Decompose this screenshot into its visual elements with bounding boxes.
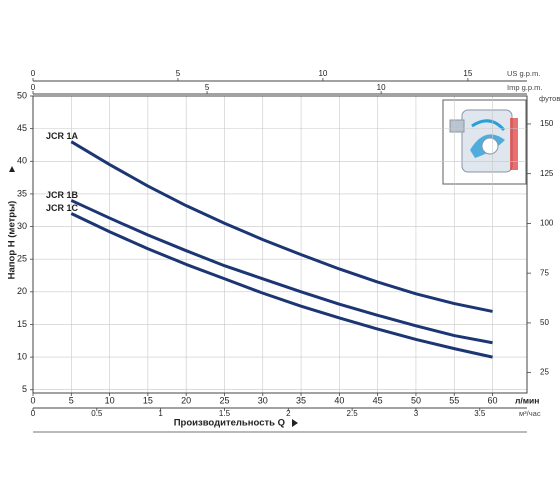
x-tick-label: 45 [373,395,383,405]
x-tick-label: 40 [334,395,344,405]
y2-tick-label: 125 [540,169,554,178]
curve [70,212,493,359]
x-tick-label: 60 [488,395,498,405]
arrow [292,419,298,427]
x-tick-label: 10 [105,395,115,405]
y-tick-label: 20 [17,286,27,296]
secondary-x-tick-label: 5 [176,69,181,78]
y-tick-label: 10 [17,351,27,361]
y2-tick-label: 100 [540,219,554,228]
secondary-x-tick-label: 3 [414,409,419,418]
y2-unit: футов [539,94,560,103]
y-tick-label: 35 [17,188,27,198]
secondary-x-tick-label: 10 [318,69,327,78]
series-label: JCR 1C [46,203,79,213]
y-tick-label: 30 [17,221,27,231]
y2-tick-label: 25 [540,368,549,377]
x-tick-label: 35 [296,395,306,405]
x-tick-label: 20 [181,395,191,405]
secondary-x-tick-label: 2.5 [347,409,359,418]
curve [70,140,493,313]
y-tick-label: 25 [17,254,27,264]
arrow [9,166,15,172]
pump-illustration [442,99,527,185]
x-unit: л/мин [515,395,539,405]
secondary-x-unit: м³/час [519,409,541,418]
secondary-x-tick-label: 0.5 [91,409,103,418]
y-tick-label: 5 [22,384,27,394]
secondary-x-unit: US g.p.m. [507,69,540,78]
secondary-x-tick-label: 0 [31,69,36,78]
x-tick-label: 25 [219,395,229,405]
series-label: JCR 1B [46,190,79,200]
secondary-x-tick-label: 15 [463,69,472,78]
x-tick-label: 0 [30,395,35,405]
series-label: JCR 1A [46,131,79,141]
x-tick-label: 50 [411,395,421,405]
y2-tick-label: 50 [540,318,549,327]
y-tick-label: 50 [17,90,27,100]
x-tick-label: 55 [449,395,459,405]
x-axis-title: Производительность Q [174,418,285,429]
secondary-x-tick-label: 1 [158,409,163,418]
x-tick-label: 30 [258,395,268,405]
y-tick-label: 45 [17,123,27,133]
y2-tick-label: 75 [540,268,549,277]
x-tick-label: 5 [69,395,74,405]
secondary-x-tick-label: 0 [31,409,36,418]
y2-tick-label: 150 [540,119,554,128]
secondary-x-tick-label: 10 [377,83,386,92]
secondary-x-unit: Imp g.p.m. [507,83,542,92]
y-axis-title: Напор H (метры) [7,201,18,280]
curve [70,199,493,345]
secondary-x-tick-label: 0 [31,83,36,92]
secondary-x-tick-label: 3.5 [474,409,486,418]
y-tick-label: 40 [17,156,27,166]
secondary-x-tick-label: 5 [205,83,210,92]
x-tick-label: 15 [143,395,153,405]
y-tick-label: 15 [17,319,27,329]
secondary-x-tick-label: 1.5 [219,409,231,418]
secondary-x-tick-label: 2 [286,409,291,418]
